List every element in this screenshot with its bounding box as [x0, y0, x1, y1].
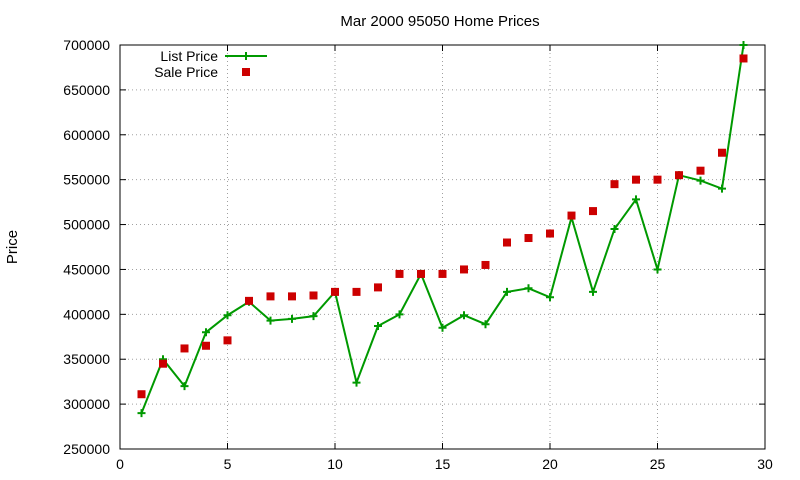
- sale-price-point: [266, 292, 275, 301]
- sale-price-point: [352, 287, 361, 296]
- y-tick-label: 350000: [63, 351, 110, 367]
- legend-label: List Price: [160, 48, 218, 64]
- list-price-point: [395, 310, 404, 319]
- sale-price-point: [202, 341, 210, 350]
- y-tick-label: 550000: [63, 172, 110, 188]
- legend-cross-sample: [242, 52, 250, 60]
- sale-price-point: [718, 148, 726, 157]
- legend-square-sample: [242, 68, 250, 76]
- sale-price-point: [159, 359, 167, 368]
- sale-price-point: [546, 229, 554, 238]
- sale-price-point: [331, 287, 339, 296]
- list-price-point: [352, 378, 361, 387]
- list-price-point: [481, 320, 490, 329]
- chart-title: Mar 2000 95050 Home Prices: [340, 13, 539, 30]
- list-price-point: [503, 287, 511, 296]
- list-price-point: [739, 41, 748, 49]
- list-price-point: [374, 322, 382, 331]
- series-sale-price: [137, 54, 748, 399]
- sale-price-point: [481, 260, 490, 269]
- sale-price-point: [395, 269, 404, 278]
- sale-price-point: [438, 269, 447, 278]
- list-price-point: [546, 293, 554, 302]
- list-price-point: [460, 311, 468, 320]
- x-tick-label: 15: [435, 456, 451, 472]
- list-price-point: [288, 314, 296, 323]
- legend-label: Sale Price: [154, 64, 218, 80]
- list-price-point: [438, 323, 447, 332]
- x-tick-label: 25: [650, 456, 666, 472]
- list-price-point: [610, 225, 619, 234]
- list-price-point: [524, 284, 533, 293]
- grid-lines: [120, 45, 765, 449]
- y-axis-label: Price: [4, 230, 21, 264]
- list-price-point: [589, 287, 597, 296]
- sale-price-point: [137, 390, 146, 399]
- list-price-point: [180, 382, 189, 391]
- sale-price-point: [589, 207, 597, 216]
- sale-price-point: [567, 211, 576, 220]
- y-tick-label: 300000: [63, 396, 110, 412]
- axis-ticks: 250000 300000 350000 400000 450000 500000 5500…: [63, 37, 773, 472]
- list-price-point: [718, 184, 726, 193]
- list-price-point: [137, 409, 146, 418]
- sale-price-point: [288, 292, 296, 301]
- sale-price-point: [245, 296, 253, 305]
- x-tick-label: 20: [542, 456, 558, 472]
- sale-price-point: [653, 175, 662, 184]
- list-price-point: [223, 311, 232, 320]
- list-price-point: [653, 265, 662, 274]
- x-tick-label: 0: [116, 456, 124, 472]
- sale-price-point: [524, 234, 533, 243]
- x-tick-label: 10: [327, 456, 343, 472]
- sale-price-point: [675, 171, 683, 180]
- sale-price-point: [610, 180, 619, 189]
- list-price-point: [696, 176, 705, 185]
- sale-price-point: [309, 291, 318, 300]
- y-tick-label: 600000: [63, 127, 110, 143]
- sale-price-point: [460, 265, 468, 274]
- sale-price-point: [223, 336, 232, 345]
- series-layer: [137, 41, 748, 418]
- y-tick-label: 450000: [63, 261, 110, 277]
- x-tick-label: 30: [757, 456, 773, 472]
- sale-price-point: [696, 166, 705, 175]
- y-tick-label: 650000: [63, 82, 110, 98]
- x-tick-label: 5: [224, 456, 232, 472]
- list-price-point: [632, 195, 640, 204]
- sale-price-point: [417, 269, 425, 278]
- list-price-point: [202, 328, 210, 337]
- sale-price-point: [739, 54, 748, 63]
- sale-price-point: [180, 344, 189, 353]
- list-price-point: [309, 312, 318, 321]
- sale-price-point: [503, 238, 511, 247]
- y-tick-label: 250000: [63, 441, 110, 457]
- sale-price-point: [632, 175, 640, 184]
- y-tick-label: 700000: [63, 37, 110, 53]
- y-tick-label: 400000: [63, 306, 110, 322]
- list-price-point: [266, 316, 275, 325]
- series-list-price: [137, 41, 748, 418]
- y-tick-label: 500000: [63, 217, 110, 233]
- sale-price-point: [374, 283, 382, 292]
